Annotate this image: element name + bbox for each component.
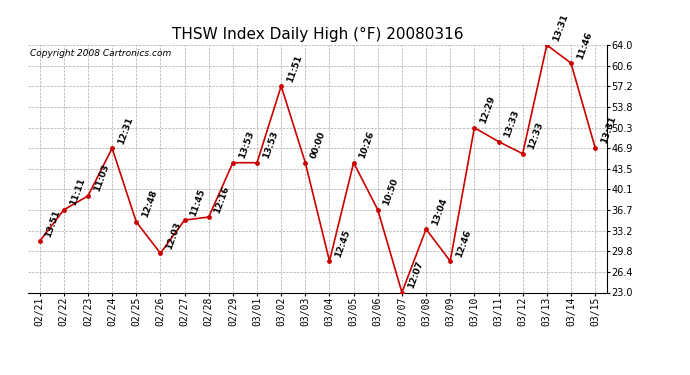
Point	[420, 226, 432, 232]
Title: THSW Index Daily High (°F) 20080316: THSW Index Daily High (°F) 20080316	[172, 27, 463, 42]
Point	[83, 193, 94, 199]
Text: Copyright 2008 Cartronics.com: Copyright 2008 Cartronics.com	[30, 49, 172, 58]
Text: 12:31: 12:31	[117, 116, 135, 146]
Text: 12:45: 12:45	[334, 228, 352, 258]
Text: 13:51: 13:51	[44, 209, 62, 238]
Text: 13:31: 13:31	[600, 115, 618, 145]
Text: 11:51: 11:51	[286, 53, 304, 83]
Point	[373, 207, 384, 213]
Point	[251, 160, 262, 166]
Point	[130, 219, 142, 225]
Point	[179, 217, 190, 223]
Text: 12:33: 12:33	[527, 121, 545, 151]
Point	[469, 125, 480, 131]
Point	[444, 258, 455, 264]
Point	[228, 160, 239, 166]
Text: 12:46: 12:46	[455, 228, 473, 258]
Text: 11:46: 11:46	[575, 30, 593, 60]
Point	[565, 60, 576, 66]
Text: 12:29: 12:29	[479, 95, 497, 125]
Point	[203, 214, 214, 220]
Point	[541, 42, 552, 48]
Text: 11:03: 11:03	[92, 163, 110, 193]
Text: 12:03: 12:03	[165, 220, 183, 251]
Text: 11:11: 11:11	[68, 177, 86, 207]
Point	[276, 83, 287, 89]
Text: 00:00: 00:00	[310, 130, 328, 160]
Text: 10:26: 10:26	[358, 130, 376, 160]
Point	[493, 139, 504, 145]
Point	[348, 160, 359, 166]
Point	[324, 258, 335, 264]
Point	[155, 250, 166, 256]
Point	[58, 207, 69, 213]
Text: 13:53: 13:53	[237, 130, 255, 160]
Point	[106, 145, 117, 151]
Point	[589, 145, 600, 151]
Text: 13:04: 13:04	[431, 196, 448, 226]
Text: 12:16: 12:16	[213, 184, 231, 214]
Point	[396, 290, 407, 296]
Text: 10:50: 10:50	[382, 177, 400, 207]
Text: 12:48: 12:48	[141, 189, 159, 219]
Text: 13:31: 13:31	[551, 12, 569, 42]
Point	[299, 160, 310, 166]
Text: 13:33: 13:33	[503, 109, 521, 139]
Point	[518, 151, 529, 157]
Text: 12:07: 12:07	[406, 260, 424, 290]
Text: 11:45: 11:45	[189, 187, 207, 217]
Text: 13:53: 13:53	[262, 130, 279, 160]
Point	[34, 238, 46, 244]
